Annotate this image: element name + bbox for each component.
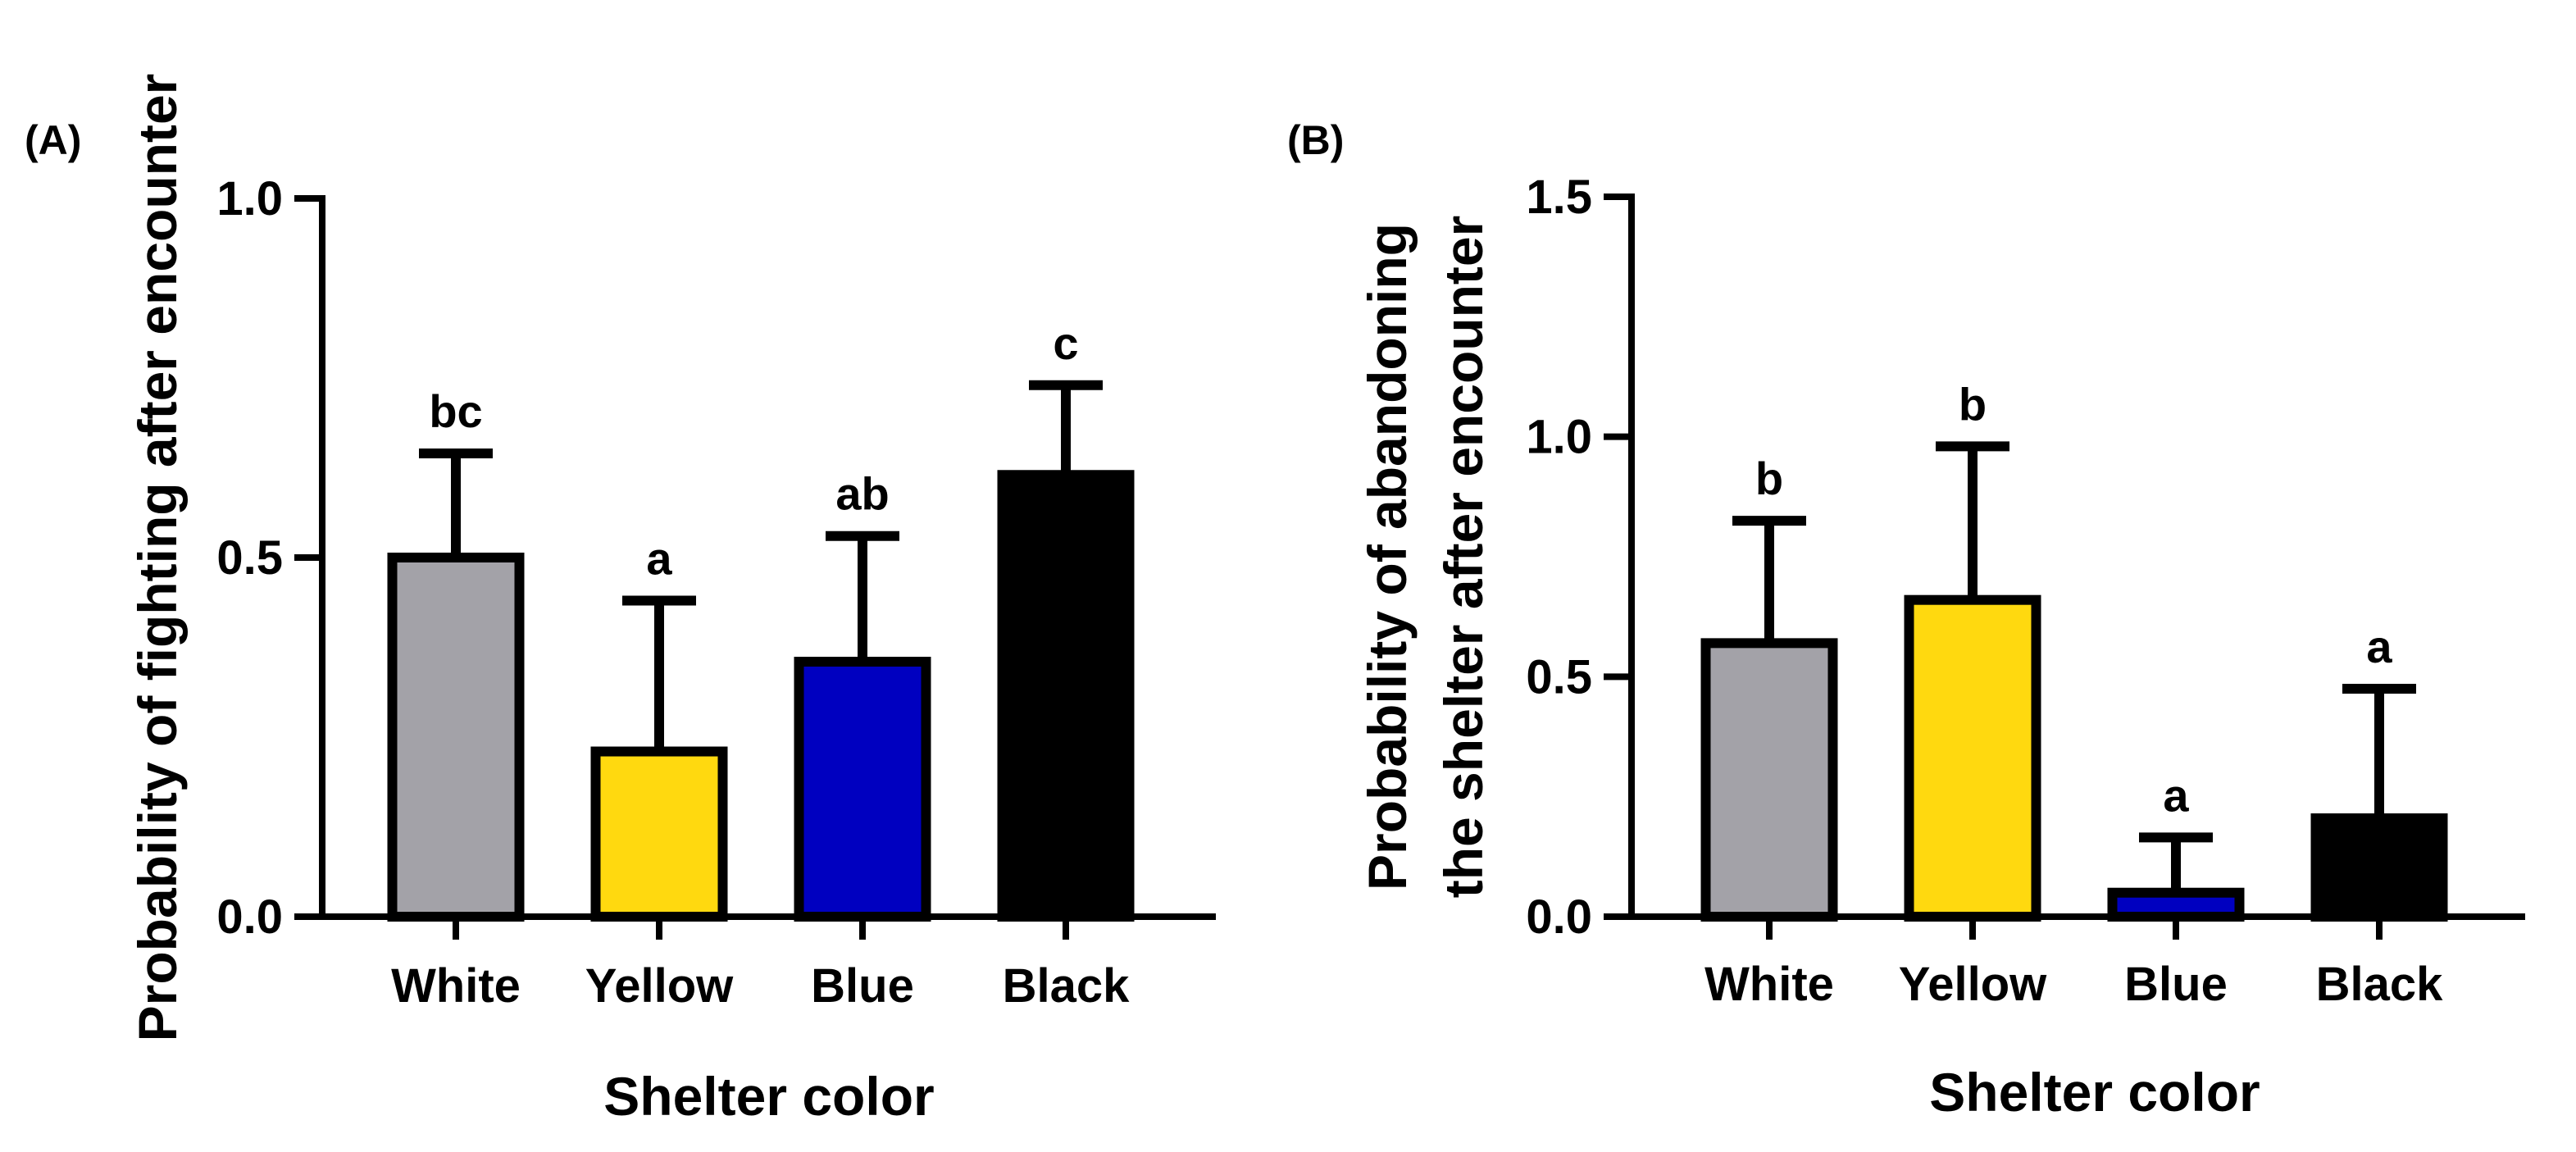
significance-label: c	[1053, 317, 1078, 369]
bar-black	[2310, 813, 2448, 922]
significance-label: a	[646, 533, 672, 585]
x-tick-label: Yellow	[1899, 958, 2047, 1011]
y-axis-title: Probability of abandoning	[1357, 223, 1418, 890]
bar-white	[387, 553, 525, 922]
y-tick-label: 0.5	[216, 531, 283, 585]
y-tick-label: 0.0	[1526, 890, 1592, 944]
y-axis-title: Probability of fighting after encounter	[127, 74, 188, 1042]
y-tick-label: 1.5	[1526, 171, 1592, 224]
significance-label: bc	[429, 385, 482, 437]
y-tick-label: 0.5	[1526, 650, 1592, 703]
significance-label: b	[1959, 378, 1987, 430]
bar-blue	[2107, 887, 2245, 922]
y-tick-label: 0.0	[216, 890, 283, 944]
y-axis-title: the shelter after encounter	[1433, 216, 1494, 899]
y-tick-label: 1.0	[216, 172, 283, 225]
significance-label: a	[2163, 769, 2189, 821]
x-tick-label: Yellow	[585, 959, 734, 1013]
x-axis-title: Shelter color	[603, 1066, 934, 1127]
significance-label: a	[2366, 621, 2392, 672]
panel-label: (A)	[25, 117, 81, 163]
x-tick-label: Blue	[2124, 958, 2228, 1011]
x-tick-label: White	[391, 959, 521, 1013]
bar-black	[997, 470, 1135, 922]
y-tick-label: 1.0	[1526, 411, 1592, 464]
x-tick-label: White	[1704, 958, 1834, 1011]
x-tick-label: Black	[1003, 959, 1131, 1013]
panel-label: (B)	[1287, 117, 1344, 163]
significance-label: b	[1755, 453, 1783, 504]
chart-panel-b: (B) Probability of abandoning the shelter …	[1287, 117, 2525, 1122]
x-tick-label: Black	[2316, 958, 2444, 1011]
bar-yellow	[590, 746, 728, 922]
x-tick-label: Blue	[811, 959, 914, 1013]
chart-panel-a: (A) Probability of fighting after encount…	[25, 74, 1216, 1127]
bar-yellow	[1904, 594, 2041, 922]
bar-blue	[794, 657, 931, 922]
x-axis-title: Shelter color	[1929, 1062, 2260, 1122]
bar-white	[1700, 638, 1838, 922]
significance-label: ab	[835, 468, 889, 520]
